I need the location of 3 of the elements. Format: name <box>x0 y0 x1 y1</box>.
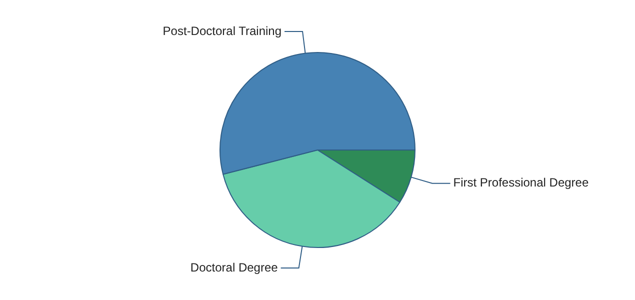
slice-label: Doctoral Degree <box>190 260 278 274</box>
slice-label: Post-Doctoral Training <box>162 24 282 38</box>
slice-label: First Professional Degree <box>453 176 589 190</box>
